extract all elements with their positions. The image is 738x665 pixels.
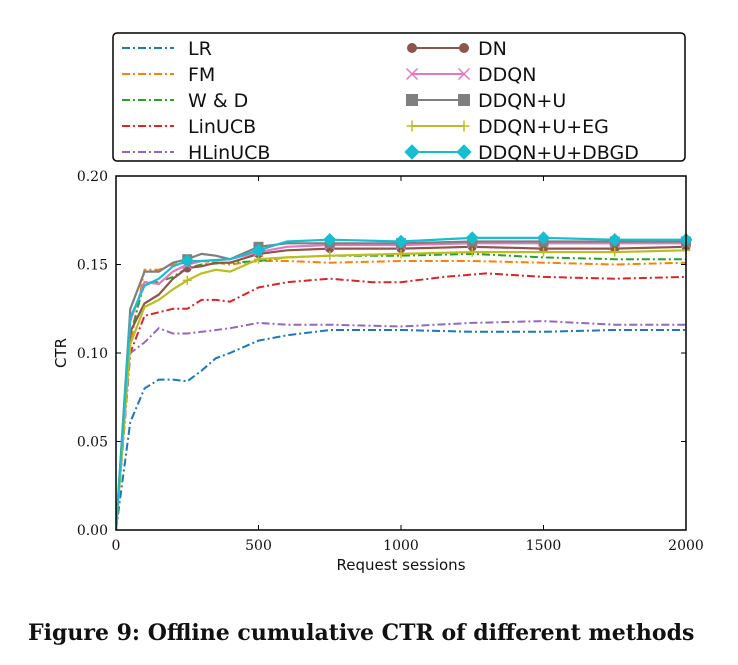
- data-point: [405, 67, 419, 81]
- series-lines: [116, 231, 692, 531]
- legend-item: DDQN+U+EG: [406, 116, 609, 138]
- data-point: [456, 144, 472, 160]
- data-point: [406, 94, 418, 106]
- plot-frame: [115, 175, 687, 531]
- data-point: [182, 275, 192, 285]
- x-tick-label: 2000: [668, 538, 704, 554]
- series-line: [116, 236, 686, 531]
- series-ddqn-u-dbgd: [116, 231, 692, 531]
- x-tick-label: 500: [245, 538, 272, 554]
- data-point: [467, 247, 477, 257]
- legend-item: FM: [122, 64, 215, 86]
- ctr-line-chart: 0 500 1000 1500 2000 0.00 0.05 0.10 0.15 0.20 Requ…: [52, 32, 704, 574]
- legend-item: W & D: [122, 90, 248, 112]
- y-tick-label: 0.15: [77, 258, 108, 274]
- legend-label: W & D: [188, 90, 248, 112]
- axis-ticks: 0 500 1000 1500 2000 0.00 0.05 0.10 0.15 0.20: [77, 169, 704, 554]
- legend-box: [112, 32, 686, 162]
- series-line: [116, 329, 686, 531]
- y-tick-label: 0.05: [77, 435, 108, 451]
- data-point: [536, 231, 551, 245]
- x-axis-label: Request sessions: [336, 556, 465, 574]
- series-line: [116, 245, 687, 531]
- y-axis-label: CTR: [52, 338, 70, 368]
- x-tick-label: 0: [112, 538, 121, 554]
- data-point: [323, 233, 337, 247]
- y-tick-label: 0.20: [77, 169, 108, 185]
- y-tick-label: 0.10: [77, 346, 108, 362]
- data-point: [404, 144, 420, 160]
- legend-item: LR: [122, 38, 212, 60]
- data-point: [251, 243, 266, 258]
- legend-item: HLinUCB: [122, 142, 270, 164]
- legend-label: LinUCB: [188, 116, 256, 138]
- data-point: [457, 67, 471, 81]
- legend-item: DDQN: [405, 64, 536, 86]
- legend-item: DDQN+U+DBGD: [404, 142, 639, 164]
- series-line: [116, 252, 686, 531]
- legend: LR FM W & D LinUCB HLinUCB DN DDQN DDQN+U DDQN+U…: [112, 32, 686, 164]
- series-fm: [116, 259, 687, 531]
- data-point: [394, 234, 408, 249]
- data-point: [608, 233, 622, 247]
- series-w-d: [116, 252, 686, 531]
- legend-label: DDQN+U: [478, 90, 566, 112]
- series-line: [116, 242, 686, 531]
- series-line: [116, 320, 686, 531]
- data-point: [610, 247, 620, 257]
- series-line: [116, 259, 687, 531]
- series-linucb: [116, 272, 687, 531]
- legend-label: DN: [478, 38, 507, 60]
- y-tick-label: 0.00: [77, 523, 108, 539]
- data-point: [465, 231, 479, 245]
- legend-label: DDQN: [478, 64, 536, 86]
- data-point: [407, 43, 417, 53]
- figure-caption: Figure 9: Offline cumulative CTR of diff…: [28, 620, 695, 646]
- legend-item: LinUCB: [122, 116, 256, 138]
- data-point: [396, 249, 406, 259]
- legend-label: DDQN+U+EG: [478, 116, 609, 138]
- legend-label: FM: [188, 64, 215, 86]
- series-dn: [116, 242, 691, 531]
- x-tick-label: 1500: [526, 538, 562, 554]
- series-ddqn-u-eg: [116, 245, 691, 531]
- x-tick-label: 1000: [383, 538, 419, 554]
- series-lr: [116, 329, 686, 531]
- legend-item: DDQN+U: [406, 90, 566, 112]
- data-point: [458, 94, 470, 106]
- data-point: [459, 43, 469, 53]
- data-point: [406, 120, 418, 132]
- legend-item: DN: [407, 38, 507, 60]
- series-hlinucb: [116, 320, 686, 531]
- data-point: [180, 254, 194, 268]
- series-line: [116, 272, 687, 531]
- data-point: [458, 120, 470, 132]
- series-line: [116, 240, 686, 531]
- legend-label: HLinUCB: [188, 142, 270, 164]
- data-point: [539, 247, 548, 257]
- data-point: [325, 251, 335, 261]
- legend-label: DDQN+U+DBGD: [478, 142, 639, 164]
- legend-label: LR: [188, 38, 212, 60]
- series-line: [116, 249, 687, 531]
